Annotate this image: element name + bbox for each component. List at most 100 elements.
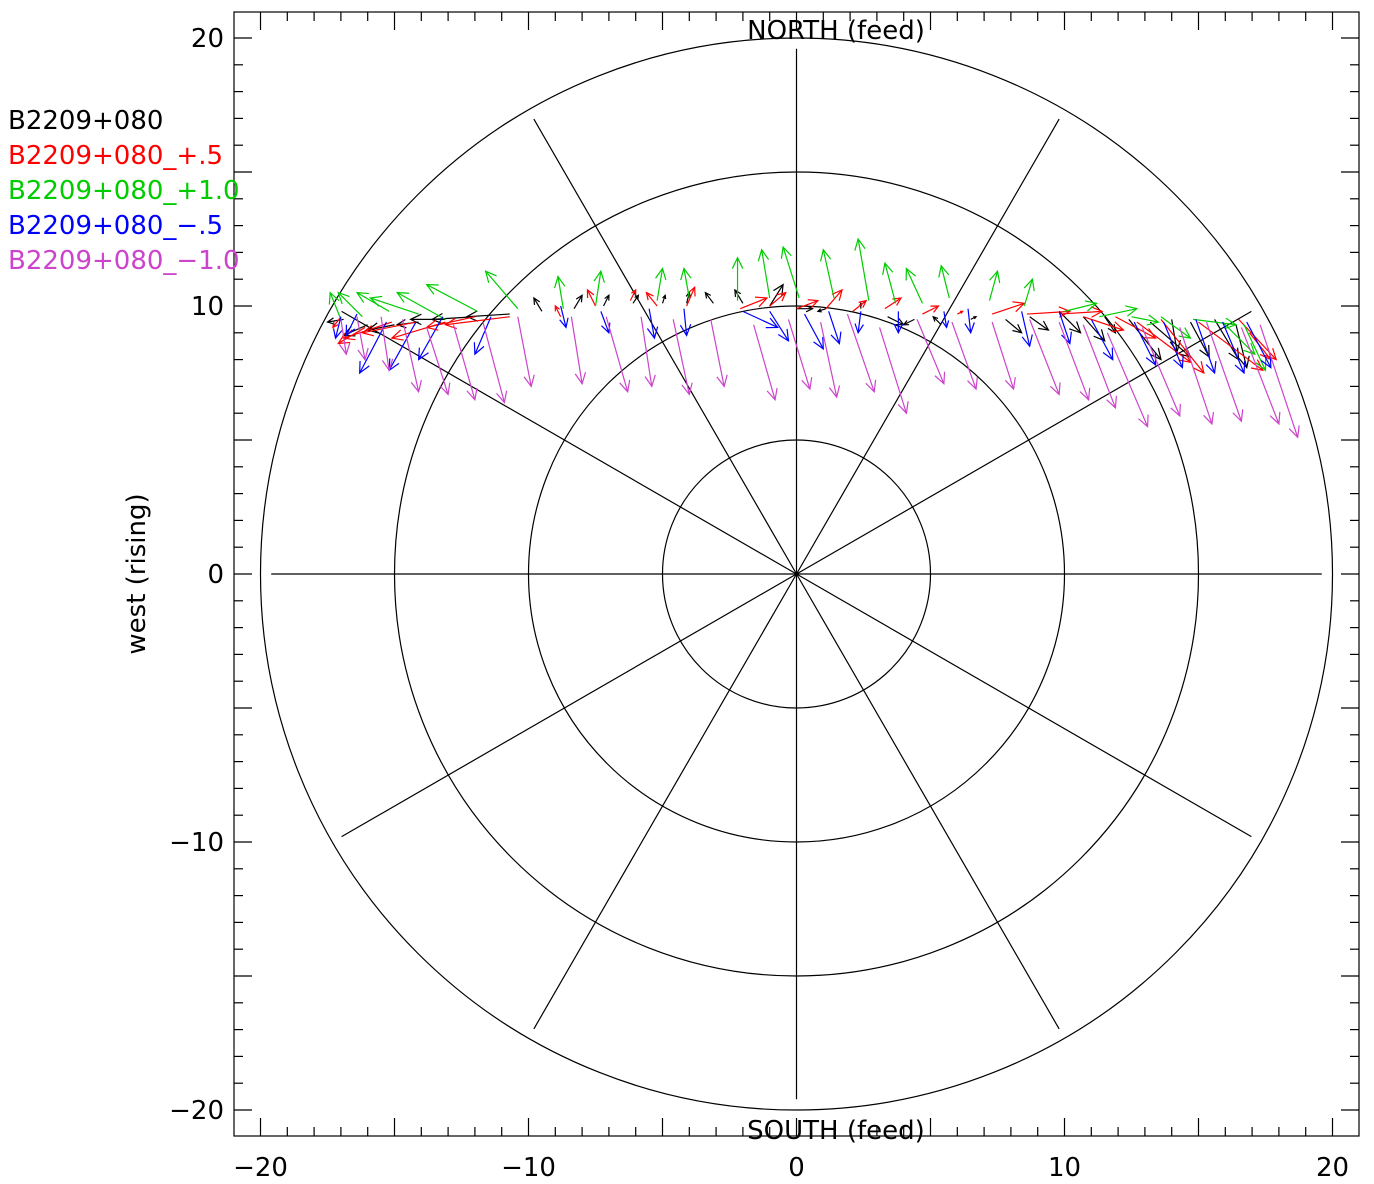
- vector-arrow: [1128, 319, 1162, 361]
- vector-shaft: [686, 287, 696, 307]
- vector-head: [1049, 382, 1061, 396]
- vector-arrow: [632, 294, 640, 304]
- vector-shaft: [600, 311, 610, 334]
- vector-head: [807, 299, 820, 309]
- vector-shaft: [452, 324, 476, 400]
- vector-arrow: [629, 288, 637, 301]
- vector-head: [646, 326, 659, 340]
- x-tick-label: 0: [788, 1153, 805, 1183]
- vector-arrow: [916, 319, 946, 385]
- axis-ticks: [234, 12, 1359, 1136]
- vector-head: [1269, 411, 1281, 426]
- vector-head: [1058, 306, 1072, 318]
- vector-arrow: [804, 313, 824, 351]
- vector-shaft: [632, 294, 639, 304]
- vector-shaft: [1189, 321, 1210, 358]
- vector-head: [1038, 320, 1050, 331]
- vector-arrow: [1160, 319, 1205, 375]
- vector-head: [473, 342, 485, 356]
- vector-arrow: [444, 316, 510, 330]
- vector-shaft: [884, 262, 897, 304]
- vector-arrow: [1243, 324, 1267, 372]
- vector-shaft: [1222, 321, 1245, 374]
- vector-arrow: [360, 321, 417, 337]
- vector-head: [1288, 425, 1300, 439]
- vector-arrow: [452, 324, 478, 402]
- vector-shaft: [340, 319, 347, 355]
- vector-shaft: [1163, 321, 1183, 368]
- vector-shaft: [753, 324, 776, 400]
- legend-item: B2209+080_+.5: [8, 141, 224, 171]
- vector-arrow: [932, 315, 942, 326]
- vector-head: [897, 401, 909, 415]
- vector-head: [989, 269, 1001, 284]
- vector-shaft: [1214, 319, 1240, 360]
- vector-head: [687, 285, 696, 297]
- vector-head: [959, 310, 964, 314]
- vector-arrow: [769, 283, 784, 307]
- vector-head: [1173, 355, 1184, 369]
- vector-shaft: [1259, 324, 1299, 438]
- vector-arrow: [672, 319, 693, 396]
- vector-arrow: [1222, 321, 1246, 375]
- vector-arrow: [1064, 300, 1098, 312]
- vector-arrow: [796, 304, 814, 313]
- vector-head: [973, 316, 978, 320]
- vector-head: [1205, 361, 1217, 375]
- vector-arrow: [816, 308, 827, 313]
- vector-shaft: [1099, 308, 1137, 318]
- y-tick-label: −10: [169, 828, 224, 858]
- vector-shaft: [672, 319, 690, 395]
- vector-arrow: [570, 316, 587, 386]
- vector-shaft: [1090, 319, 1114, 360]
- vector-shaft: [879, 327, 907, 414]
- vector-arrow: [739, 296, 769, 310]
- vector-arrow: [345, 313, 358, 337]
- vector-shaft: [905, 268, 924, 304]
- vector-shaft: [656, 268, 664, 301]
- vector-head: [645, 291, 654, 301]
- vector-shaft: [887, 316, 904, 326]
- grid-spoke: [795, 573, 1060, 1030]
- vector-arrow: [355, 291, 390, 312]
- vector-arrow: [517, 316, 535, 388]
- vector-arrow: [852, 299, 868, 312]
- vector-arrow: [600, 311, 611, 335]
- vector-shaft: [401, 319, 420, 392]
- vector-arrow: [395, 291, 446, 320]
- x-tick-label: 10: [1048, 1153, 1081, 1183]
- vector-arrow: [328, 291, 342, 320]
- vector-series: [326, 237, 1300, 439]
- vector-arrow: [1106, 332, 1149, 428]
- legend-item: B2209+080_−.5: [8, 211, 224, 241]
- vector-shaft: [388, 321, 417, 371]
- x-tick-label: 20: [1316, 1153, 1349, 1183]
- vector-head: [345, 324, 356, 337]
- vector-shaft: [1195, 319, 1216, 374]
- vector-shaft: [683, 308, 688, 336]
- vector-head: [337, 291, 350, 305]
- vector-shaft: [761, 249, 771, 299]
- vector-arrow: [991, 301, 1026, 315]
- vector-shaft: [804, 313, 824, 350]
- vector-head: [601, 322, 611, 335]
- vector-head: [644, 374, 656, 388]
- vector-shaft: [648, 308, 656, 339]
- vector-arrow: [825, 288, 843, 310]
- vector-shaft: [1205, 321, 1242, 422]
- vector-head: [1203, 411, 1215, 426]
- vector-arrow: [1259, 324, 1300, 439]
- vector-arrow: [828, 311, 842, 345]
- grid-spoke: [533, 573, 798, 1030]
- legend-item: B2209+080_+1.0: [8, 176, 240, 206]
- vector-head: [332, 321, 339, 329]
- vector-head: [360, 325, 375, 337]
- legend-item: B2209+080_−1.0: [8, 246, 240, 276]
- vector-arrow: [905, 267, 924, 304]
- vector-arrow: [1026, 306, 1072, 318]
- vector-head: [1093, 329, 1106, 342]
- vector-shaft: [1058, 311, 1071, 344]
- vector-head: [575, 294, 583, 303]
- vector-head: [328, 291, 340, 305]
- vector-arrow: [559, 305, 569, 329]
